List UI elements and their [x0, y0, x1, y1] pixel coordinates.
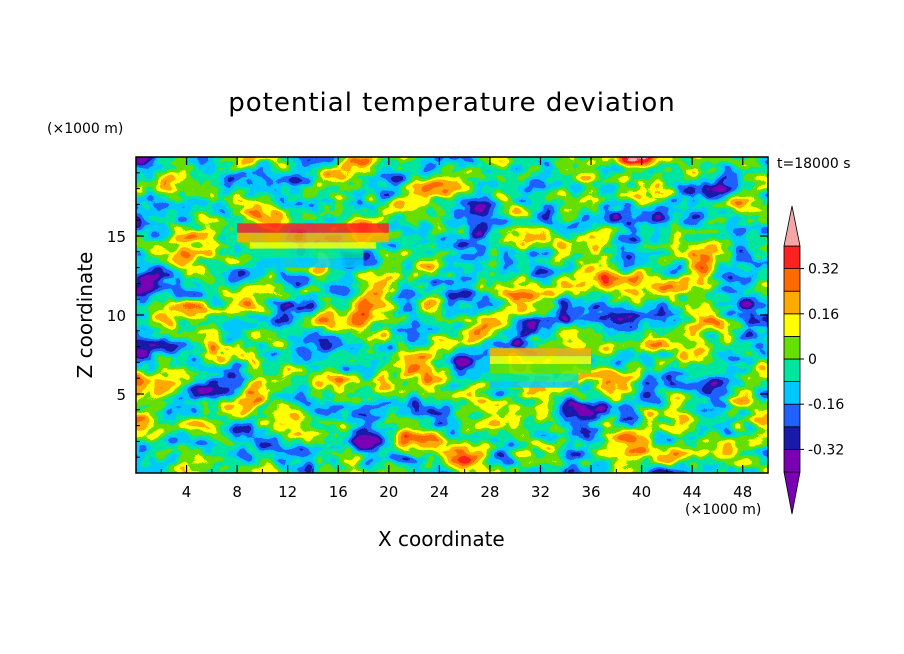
field-band: [237, 232, 389, 243]
x-tick-label: 28: [480, 483, 499, 501]
x-tick-label: 48: [733, 483, 752, 501]
x-axis-label: X coordinate: [378, 527, 505, 551]
colorbar-tick-label: -0.32: [808, 442, 844, 458]
field-band: [249, 242, 377, 249]
x-tick-label: 40: [632, 483, 651, 501]
y-tick-label: 15: [107, 228, 126, 246]
y-tick-label: 5: [116, 386, 126, 404]
x-tick-label: 36: [581, 483, 600, 501]
field-band: [489, 363, 592, 374]
colorbar-swatch: [783, 358, 801, 383]
colorbar-swatch: [783, 290, 801, 315]
colorbar-swatch: [783, 268, 801, 292]
heatmap-field: [136, 157, 768, 473]
field-band: [489, 356, 592, 364]
time-label: t=18000 s: [777, 156, 851, 172]
field-band: [489, 381, 579, 388]
field-band: [489, 348, 592, 357]
field-band: [262, 258, 364, 268]
x-tick-label: 24: [430, 483, 449, 501]
x-tick-label: 32: [531, 483, 550, 501]
y-tick-label: 10: [107, 307, 126, 325]
colorbar-swatch: [783, 313, 801, 337]
colorbar-swatch: [783, 448, 801, 473]
x-tick-label: 44: [683, 483, 702, 501]
colorbar-swatch: [783, 381, 801, 405]
x-tick-label: 16: [329, 483, 348, 501]
colorbar-swatch: [783, 245, 801, 270]
chart-title: potential temperature deviation: [228, 88, 676, 118]
field-band: [489, 373, 579, 382]
colorbar-swatch: [783, 335, 801, 360]
x-tick-label: 20: [379, 483, 398, 501]
colorbar-tick-label: 0.16: [808, 307, 839, 323]
field-band: [262, 248, 364, 259]
colorbar-swatch: [783, 426, 801, 450]
colorbar-swatch: [783, 403, 801, 428]
y-axis-label: Z coordinate: [73, 251, 97, 379]
y-unit-label: (×1000 m): [47, 121, 124, 137]
colorbar-tick-label: 0: [808, 352, 817, 368]
x-tick-label: 8: [232, 483, 242, 501]
field-band: [237, 223, 389, 233]
colorbar-min-arrow: [783, 471, 801, 515]
colorbar-tick-label: -0.16: [808, 397, 844, 413]
colorbar-tick-label: 0.32: [808, 262, 839, 278]
x-unit-label: (×1000 m): [685, 502, 762, 518]
x-tick-label: 12: [278, 483, 297, 501]
colorbar-max-arrow: [783, 205, 801, 247]
x-tick-label: 4: [182, 483, 192, 501]
